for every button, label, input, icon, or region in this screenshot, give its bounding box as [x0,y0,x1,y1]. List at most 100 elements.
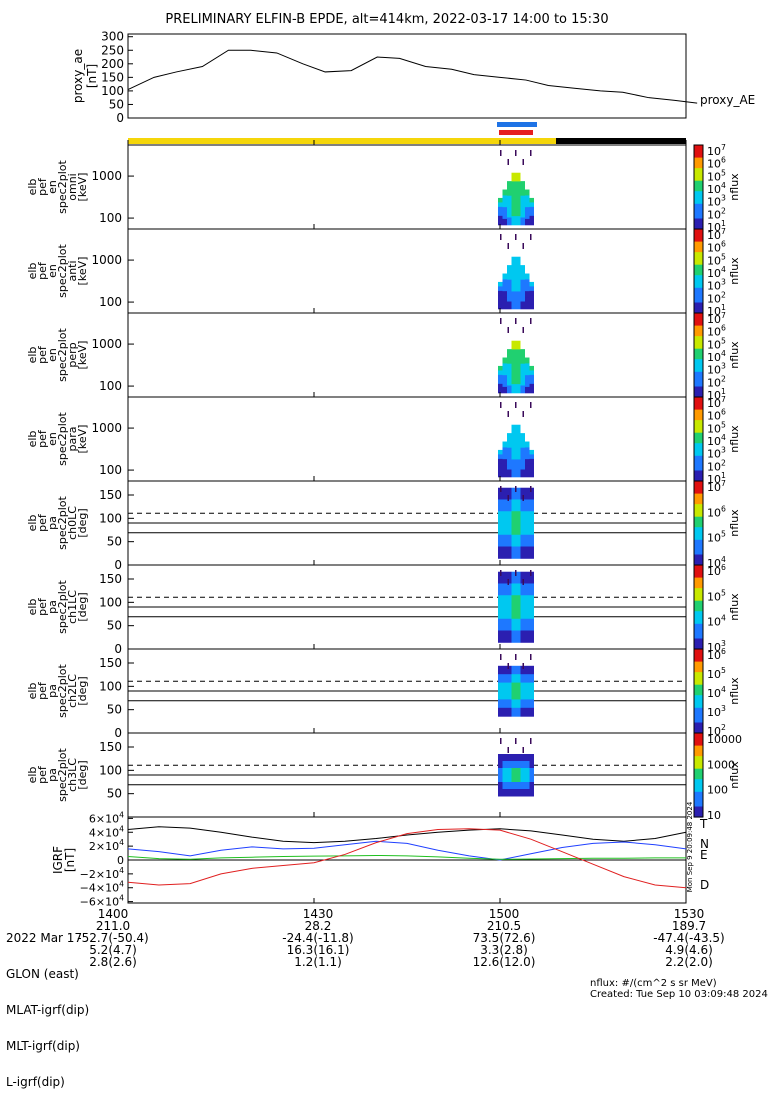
pa_ch3-colorbar-tick: 10000 [707,733,742,746]
xaxis-value-c1-r4: 1.2(1.1) [294,955,342,969]
pa_ch2-colorbar-seg [694,688,703,692]
black-zone-bar [556,138,686,144]
en_anti-cell [498,299,503,305]
en_para-colorbar-tick: 104 [707,433,726,448]
pa_ch2-cell [498,699,503,709]
en_omni-colorbar-seg [694,182,703,186]
en_anti-colorbar-seg [694,302,703,306]
pa_ch0-cell [516,523,521,536]
pa_ch2-cell [516,691,521,700]
pa_ch0-colorbar-seg [694,512,703,516]
en_omni-cell [520,188,525,197]
en_anti-colorbar-seg [694,252,703,255]
pa_ch3-cell [511,789,516,797]
en_omni-colorbar-tick: 104 [707,181,726,196]
en_perp-colorbar-seg [694,348,703,352]
en_para-ytick-label: 1000 [91,421,122,435]
en_omni-cell [516,198,521,208]
pa_ch0-cell [516,511,521,524]
pa_ch1-cell [525,607,530,620]
en_omni-colorbar-tick: 107 [707,143,726,158]
pa_ch0-colorbar-seg [694,489,703,493]
en_perp-cell [498,379,503,385]
pa_ch2-ytick-label: 50 [107,703,122,717]
en_omni-colorbar-seg [694,153,703,157]
en_para-colorbar-seg [694,424,703,427]
en_perp-cell [516,349,521,359]
pa_ch0-cell [529,534,534,548]
en_anti-cell [529,299,534,305]
pa_ch0-colorbar-seg [694,506,703,509]
pa_ch2-colorbar-seg [694,697,703,700]
en_perp-colorbar-tick: 103 [707,362,726,377]
pa_ch2-cell [507,682,512,692]
pa_ch0-colorbar-seg [694,485,703,488]
pa_ch2-colorbar-seg [694,655,703,658]
en_anti-cell [507,286,512,295]
pa_ch3-colorbar-seg [694,743,703,747]
pa_ch3-colorbar-seg [694,806,703,810]
pa_ch3-colorbar-tick: 1000 [707,758,735,771]
en_para-cell [525,465,530,472]
pa_ch2-colorbar-seg [694,722,703,726]
en_anti-cell [507,272,512,281]
pa_ch1-cell [525,630,530,643]
en_perp-noise [530,318,532,324]
ae-ylabel-unit: [nT] [85,64,99,88]
pa_ch0-ytick-label: 100 [99,511,122,525]
en_anti-colorbar-seg [694,289,703,293]
pa_ch0-cell [525,511,530,524]
en_para-colorbar-seg [694,405,703,409]
en_omni-cell [525,201,530,208]
en_para-cell [516,424,521,434]
pa_ch3-colorbar-seg [694,751,703,755]
en_omni-colorbar-seg [694,157,703,161]
en_perp-ylabel-line: elb [26,347,39,364]
pa_ch2-colorbar-seg [694,699,703,703]
pa_ch0-colorbar-seg [694,508,703,511]
pa_ch1-colorbar-seg [694,615,703,619]
en_anti-colorbar-seg [694,287,703,291]
pa_ch1-cell [502,571,507,584]
pa_ch0-colorbar-seg [694,518,703,522]
en_omni-ylabel-line: elb [26,179,39,196]
pa_ch1-cell [498,630,503,643]
pa_ch2-colorbar-seg [694,695,703,698]
pa_ch0-ylabel-line: pa [46,516,59,530]
en_anti-cell [529,281,534,287]
en_perp-colorbar-seg [694,394,703,398]
pa_ch0-colorbar-seg [694,497,703,501]
en_anti-cell [507,301,512,310]
en_para-cell [502,459,507,466]
xaxis-value-c0-r3: 5.2(4.7) [89,943,137,957]
en_anti-frame [127,228,687,314]
pa_ch1-ylabel-line: elb [26,599,39,616]
en_omni-cell [525,189,530,196]
en_perp-cell [498,374,503,380]
pa_ch2-cell [511,665,516,675]
en_para-cell [498,472,503,478]
en_perp-cell [511,375,516,385]
en_omni-cell [511,190,516,200]
pa_ch1-cell [502,607,507,620]
en_para-ylabel-line: pef [36,429,49,448]
pa_ch0-colorbar-tick: 105 [707,530,726,545]
pa_ch2-cell [520,674,525,684]
en_omni-cell [525,213,530,220]
en_para-noise [507,411,509,417]
en_perp-cell [507,385,512,394]
pa_ch2-colorbar-tick: 103 [707,704,726,719]
en_omni-noise [500,150,502,156]
en_omni-cell [520,217,525,226]
pa_ch2-colorbar-seg [694,672,703,675]
pa_ch0-colorbar-seg [694,556,703,560]
pa_ch3-colorbar-seg [694,812,703,816]
pa_ch2-cell [525,707,530,717]
pa_ch3-cell [502,782,507,790]
en_para-colorbar-seg [694,439,703,442]
en_anti-colorbar-tick: 107 [707,227,726,242]
en_perp-colorbar-seg [694,346,703,350]
pa_ch3-ylabel-line: ch3LC [66,758,79,792]
en_omni-noise [530,150,532,156]
en_para-colorbar-tick: 102 [707,458,726,473]
